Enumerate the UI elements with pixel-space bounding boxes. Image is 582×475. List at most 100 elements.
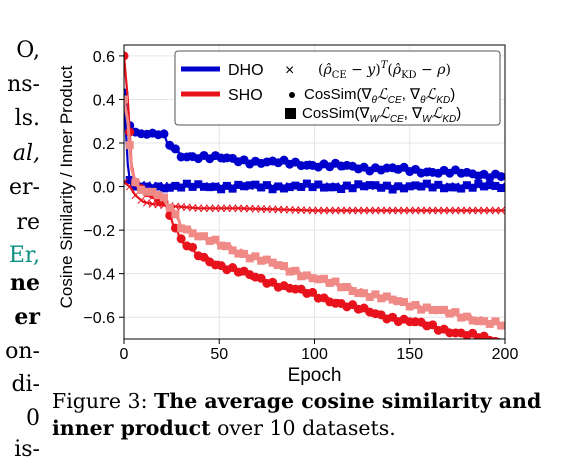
square-marker [382, 181, 391, 190]
square-marker [474, 179, 483, 188]
left-column-fragment: ls. [14, 106, 40, 131]
square-marker [348, 184, 357, 193]
series-sho-square [124, 95, 505, 330]
square-marker [194, 232, 203, 241]
square-marker [131, 178, 140, 187]
x-marker [245, 204, 254, 213]
x-marker [223, 204, 231, 213]
square-marker [217, 241, 226, 250]
square-marker [182, 225, 191, 234]
legend-inner-product-label: (ρ̂CE − y)T(ρ̂KD − ρ) [318, 60, 451, 81]
x-marker [411, 206, 420, 215]
x-marker [445, 206, 454, 215]
left-column-fragment: di- [11, 372, 40, 397]
square-marker [165, 183, 174, 192]
x-marker [468, 206, 477, 215]
left-column-fragment: O, [16, 38, 40, 63]
x-marker [291, 206, 300, 214]
square-marker [491, 317, 500, 326]
square-marker [228, 184, 237, 193]
square-marker [462, 312, 471, 321]
x-marker [428, 206, 437, 215]
square-marker [422, 179, 431, 188]
y-tick-label: −0.2 [83, 223, 115, 240]
square-marker [331, 183, 340, 192]
square-marker [371, 181, 380, 190]
circle-marker [159, 129, 169, 139]
y-tick-label: 0.2 [93, 136, 115, 153]
square-marker [417, 182, 426, 191]
square-marker [342, 283, 351, 292]
square-marker [268, 258, 277, 267]
square-marker [291, 181, 300, 190]
x-marker [143, 198, 151, 207]
square-marker [262, 181, 271, 190]
square-marker [160, 193, 169, 202]
square-marker [125, 141, 134, 150]
series-layer [124, 51, 505, 339]
x-marker [371, 206, 380, 215]
square-marker [354, 288, 363, 297]
figure-caption: Figure 3: The average cosine similarity … [52, 388, 542, 442]
square-marker [417, 305, 426, 314]
square-marker [451, 308, 460, 317]
x-tick-label: 200 [492, 346, 519, 363]
left-column-fragment: al, [12, 141, 40, 166]
square-marker [422, 303, 431, 312]
square-marker [194, 180, 203, 189]
square-marker [171, 210, 180, 219]
legend-dho-label: DHO [228, 62, 264, 79]
square-marker [462, 181, 471, 190]
left-column-fragment: is- [14, 437, 40, 462]
square-marker [188, 182, 197, 191]
circle-marker [188, 242, 198, 252]
square-marker [124, 95, 128, 104]
left-column-fragment: 0 [26, 406, 40, 431]
square-marker [377, 294, 386, 303]
legend-cossim-theta-label: CosSim(∇θℒCE, ∇θℒKD) [304, 86, 455, 106]
x-marker [491, 206, 500, 215]
square-marker [428, 305, 437, 314]
x-marker [124, 178, 128, 187]
square-marker [154, 182, 163, 191]
x-tick-label: 0 [120, 346, 129, 363]
y-tick-label: −0.6 [83, 310, 115, 327]
circle-marker [124, 51, 129, 61]
circle-marker [176, 234, 186, 244]
series-sho-x [124, 178, 505, 215]
square-marker [348, 287, 357, 296]
square-marker [177, 183, 186, 192]
circle-marker [479, 331, 489, 339]
square-marker [234, 180, 243, 189]
square-marker [497, 321, 505, 330]
x-marker [274, 205, 283, 214]
x-marker [297, 206, 306, 214]
caption-suffix: over 10 datasets. [210, 416, 396, 440]
x-marker [280, 205, 288, 214]
square-marker [274, 182, 283, 191]
square-marker [240, 182, 249, 191]
x-marker [263, 205, 271, 214]
square-marker [365, 292, 374, 301]
square-marker [314, 180, 323, 189]
x-marker [360, 206, 368, 215]
square-marker [285, 267, 294, 276]
left-column-fragment: re [16, 210, 40, 235]
square-marker [485, 181, 494, 190]
square-marker [280, 184, 289, 193]
square-marker [268, 185, 277, 194]
x-marker [211, 204, 220, 213]
square-marker [428, 183, 437, 192]
series-dho-square [124, 95, 505, 194]
x-tick-label: 50 [210, 346, 228, 363]
square-marker [177, 224, 186, 233]
x-marker [217, 204, 226, 213]
square-marker [285, 183, 294, 192]
square-marker [154, 191, 163, 200]
square-marker [182, 179, 191, 188]
square-marker [137, 185, 146, 194]
circle-marker [170, 144, 180, 154]
x-marker [497, 206, 505, 215]
circle-marker [485, 335, 495, 339]
x-marker [343, 206, 351, 215]
